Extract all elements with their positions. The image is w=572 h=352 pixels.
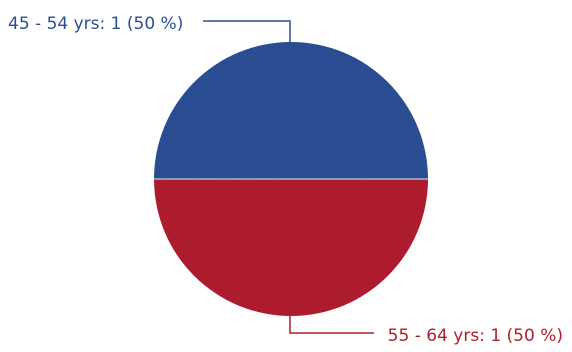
slice-label-45-54: 45 - 54 yrs: 1 (50 %) (8, 14, 183, 34)
pie-slices (154, 42, 428, 316)
leader-line-0 (203, 20, 291, 44)
pie-slice-55-64yrs (154, 179, 428, 316)
leader-line-1 (289, 314, 374, 334)
slice-labels: 45 - 54 yrs: 1 (50 %) 55 - 64 yrs: 1 (50… (8, 14, 563, 346)
leader-lines (203, 20, 374, 334)
pie-slice-45-54yrs (154, 42, 428, 179)
slice-label-55-64: 55 - 64 yrs: 1 (50 %) (388, 326, 563, 346)
